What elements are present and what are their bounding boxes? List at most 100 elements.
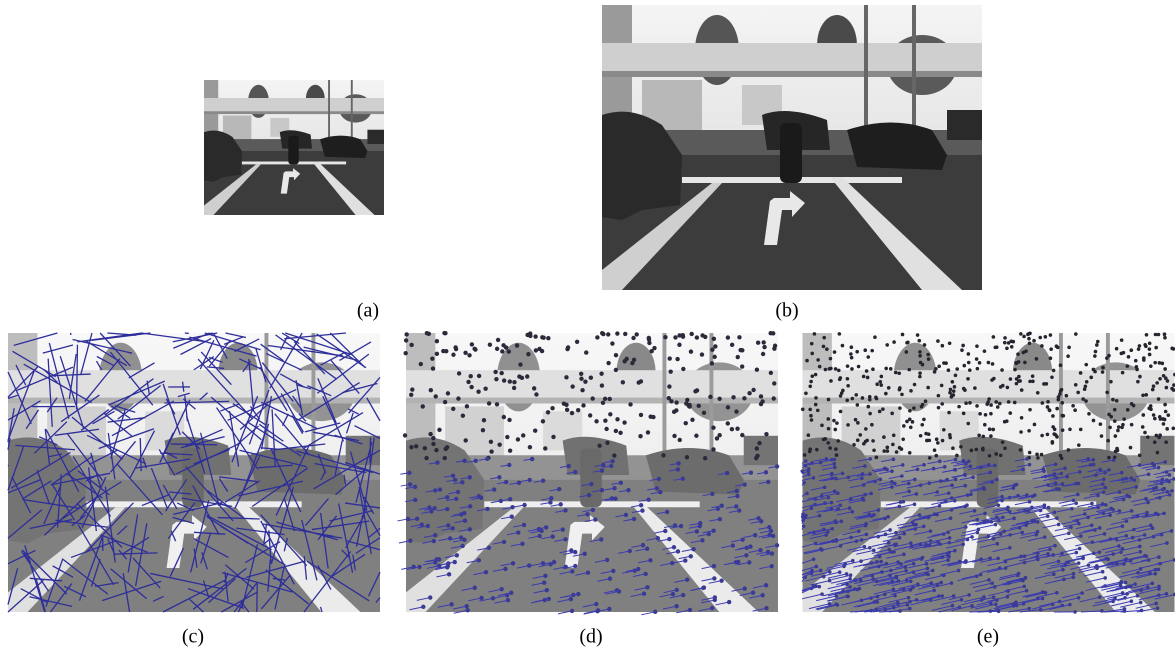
flow-mark [674, 408, 678, 412]
flow-mark [430, 356, 434, 360]
flow-mark [423, 446, 427, 450]
flow-mark [624, 357, 628, 361]
flow-mark [1126, 364, 1130, 368]
flow-mark [1138, 344, 1142, 348]
flow-mark [1019, 332, 1023, 336]
flow-mark [1059, 363, 1063, 367]
flow-mark [978, 361, 982, 365]
flow-mark [1164, 410, 1168, 414]
flow-mark [866, 355, 870, 359]
flow-mark [907, 368, 911, 372]
flow-mark [1163, 336, 1167, 340]
flow-mark [1113, 408, 1117, 412]
flow-mark [882, 449, 886, 453]
flow-mark [715, 436, 719, 440]
figure: (a) (b) (c) (d) (e) [0, 0, 1175, 656]
flow-mark [966, 377, 970, 381]
flow-mark [1052, 432, 1056, 436]
flow-mark [576, 408, 580, 412]
flow-mark [508, 448, 512, 452]
flow-mark [822, 336, 826, 340]
flow-mark [570, 384, 574, 388]
flow-mark [995, 345, 999, 349]
flow-mark [854, 393, 858, 397]
flow-mark [1010, 345, 1014, 349]
flow-mark [772, 396, 776, 400]
flow-mark [1019, 448, 1023, 452]
flow-mark [443, 456, 447, 460]
flow-mark [808, 384, 812, 388]
flow-mark [952, 389, 956, 393]
flow-mark [1153, 361, 1157, 365]
flow-mark [435, 352, 439, 356]
flow-mark [829, 379, 833, 383]
flow-mark [534, 392, 538, 396]
flow-mark [1143, 343, 1147, 347]
flow-mark [1055, 435, 1059, 439]
flow-mark [652, 346, 656, 350]
flow-mark [1100, 434, 1104, 438]
flow-mark [601, 332, 605, 336]
flow-mark [857, 365, 861, 369]
flow-mark [646, 430, 650, 434]
flow-mark [1166, 413, 1170, 417]
flow-mark [1044, 335, 1048, 339]
flow-mark [755, 446, 759, 450]
flow-mark [419, 362, 423, 366]
flow-mark [1163, 367, 1167, 371]
flow-mark [846, 423, 850, 427]
flow-mark [476, 390, 480, 394]
flow-mark [1059, 389, 1063, 393]
flow-mark [810, 352, 814, 356]
flow-mark [738, 348, 742, 352]
flow-mark [989, 412, 993, 416]
flow-mark [614, 353, 618, 357]
flow-mark [409, 343, 413, 347]
flow-mark [964, 401, 968, 405]
flow-mark [935, 437, 939, 441]
flow-mark [668, 369, 672, 373]
flow-mark [512, 380, 516, 384]
panel-label: (a) [357, 300, 379, 322]
flow-mark [445, 445, 449, 449]
flow-mark [994, 452, 998, 456]
flow-mark [1001, 440, 1005, 444]
flow-mark [1144, 393, 1148, 397]
flow-mark [1024, 349, 1028, 353]
image-b [602, 5, 982, 290]
flow-mark [870, 349, 874, 353]
flow-mark [839, 376, 843, 380]
flow-mark [1136, 380, 1140, 384]
flow-mark [612, 453, 616, 457]
flow-mark [1023, 361, 1027, 365]
flow-mark [533, 334, 537, 338]
flow-mark [951, 446, 955, 450]
flow-mark [1127, 355, 1131, 359]
flow-mark [546, 410, 550, 414]
flow-mark [808, 447, 812, 451]
flow-mark [481, 428, 485, 432]
flow-mark [507, 349, 511, 353]
flow-mark [1165, 386, 1169, 390]
flow-mark [891, 443, 895, 447]
flow-mark [815, 448, 819, 452]
flow-mark [808, 408, 812, 412]
flow-mark [1009, 377, 1013, 381]
flow-mark [454, 347, 458, 351]
flow-mark [731, 395, 735, 399]
flow-mark [941, 344, 945, 348]
flow-mark [1041, 401, 1045, 405]
flow-mark [912, 406, 916, 410]
flow-mark [1032, 339, 1036, 343]
flow-mark [1020, 416, 1024, 420]
flow-mark [839, 410, 843, 414]
flow-mark [871, 439, 875, 443]
flow-mark [826, 441, 830, 445]
flow-mark [1013, 368, 1017, 372]
flow-mark [1061, 428, 1065, 432]
flow-mark [424, 456, 428, 460]
flow-mark [444, 349, 448, 353]
flow-mark [1109, 415, 1113, 419]
flow-mark [1138, 453, 1142, 457]
flow-mark [710, 361, 714, 365]
